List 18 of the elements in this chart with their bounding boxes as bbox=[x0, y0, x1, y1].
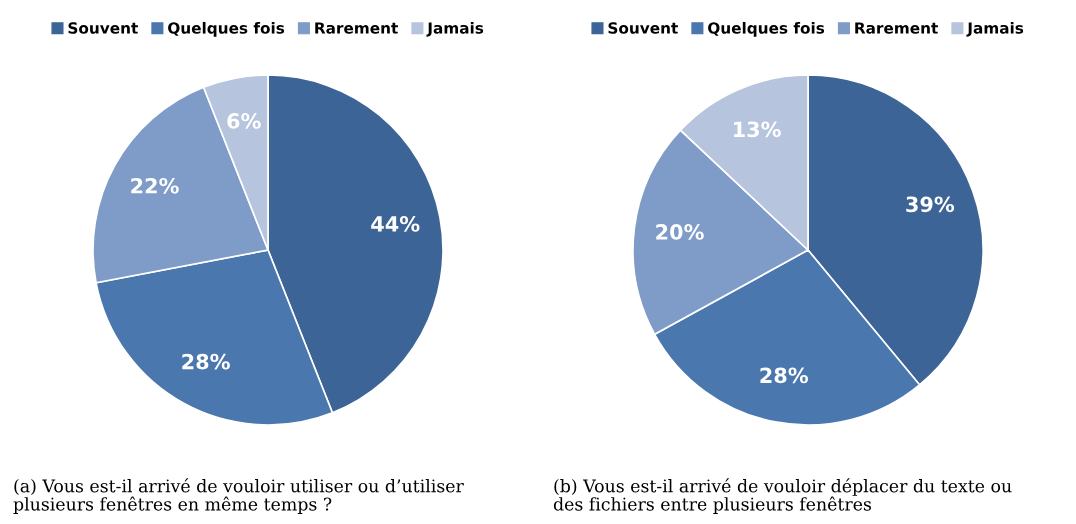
data-label: 22% bbox=[131, 177, 179, 194]
legend-label: Souvent bbox=[608, 22, 678, 34]
legend-label: Quelques fois bbox=[708, 21, 825, 37]
legend-label: Jamais bbox=[966, 21, 1024, 37]
text: (b) Vous est-il arrivé de vouloir déplacer du texte ou des fichiers entre plusieurs fenêtres bbox=[553, 478, 1012, 514]
data-label: 28% bbox=[182, 353, 230, 370]
data-label: 39% bbox=[906, 196, 955, 213]
text: (a) Vous est-il arrivé de vouloir utiliser ou d’utiliser plusieurs fenêtres en même temps ? bbox=[13, 478, 464, 514]
legend-label: Souvent bbox=[68, 22, 138, 34]
data-label: 20% bbox=[656, 224, 704, 240]
legend-label: Quelques fois bbox=[168, 21, 285, 37]
legend-label: Jamais bbox=[426, 21, 484, 37]
data-label: 44% bbox=[371, 216, 420, 232]
data-label: 28% bbox=[760, 367, 808, 384]
data-label: 13% bbox=[733, 121, 781, 138]
legend-label: Rarement bbox=[315, 22, 398, 34]
data-label: 6% bbox=[227, 113, 261, 129]
legend-label: Rarement bbox=[855, 22, 938, 34]
